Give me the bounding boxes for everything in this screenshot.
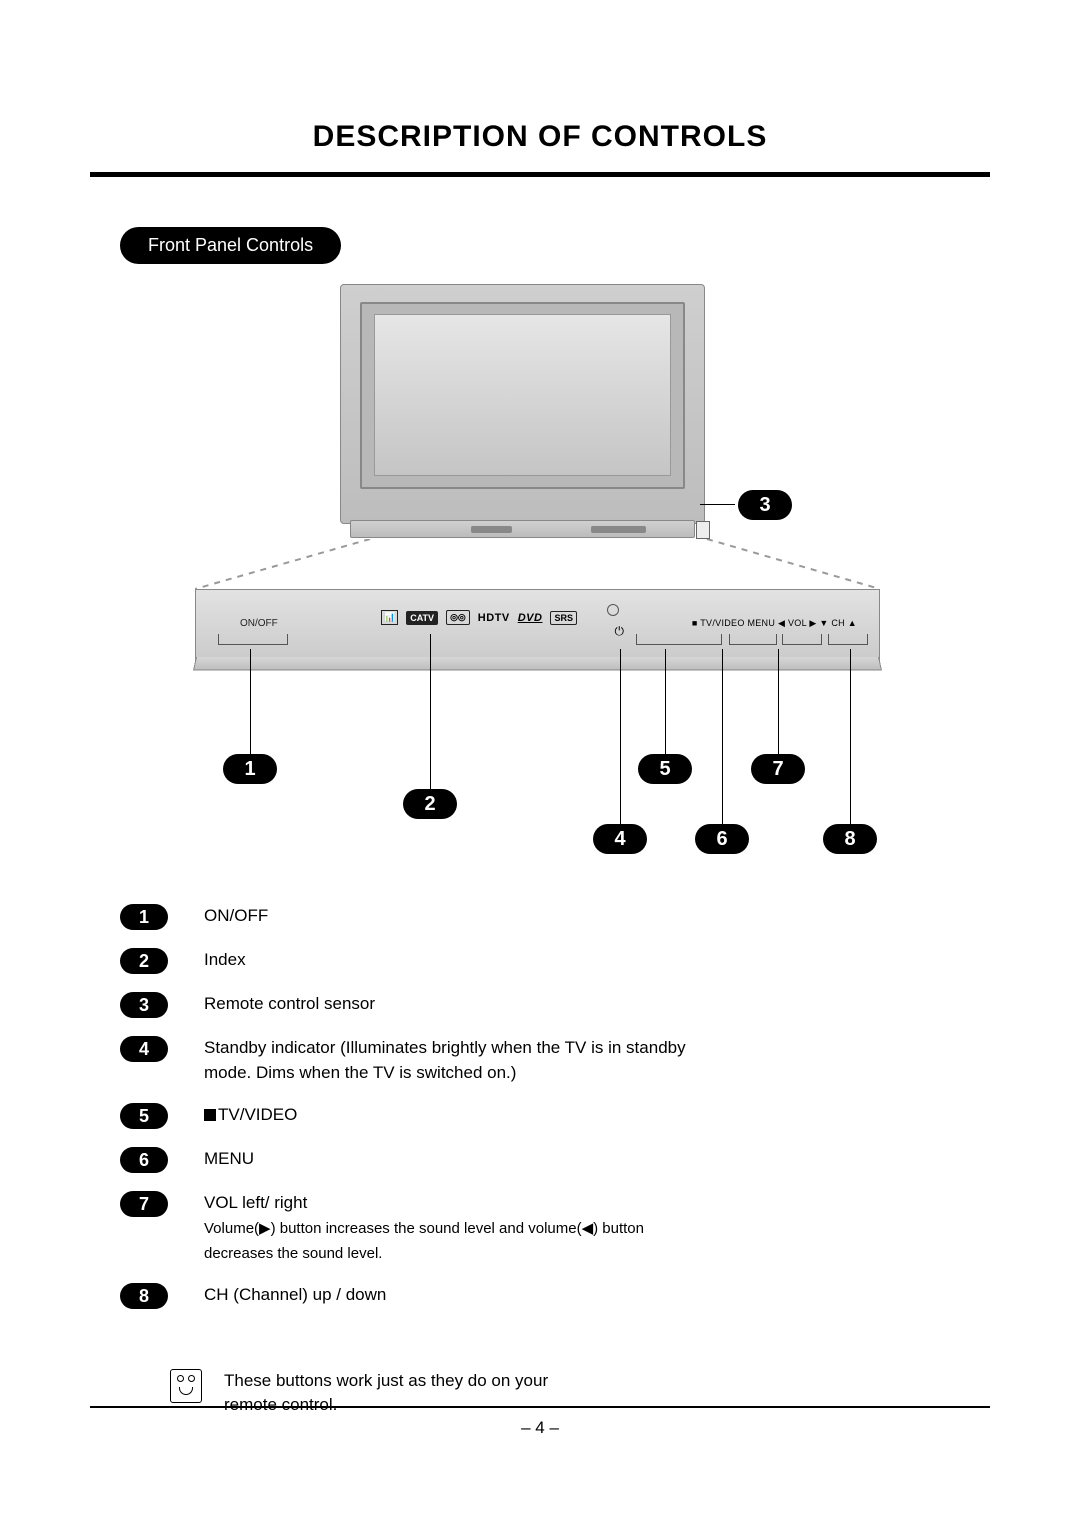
legend-text: VOL left/ right Volume(▶) button increas…	[204, 1191, 704, 1265]
legend-row: 5 TV/VIDEO	[120, 1103, 990, 1129]
tv-base	[350, 520, 695, 538]
callout-line	[665, 649, 666, 759]
logo-dvd: DVD	[518, 612, 543, 624]
legend-badge-1: 1	[120, 904, 168, 930]
diagram-area: 3 ON/OFF 📊 CATV ◎◎ HDTV DVD SRS ⏻ ■ TV/V…	[90, 284, 990, 864]
group-underline	[782, 634, 822, 645]
legend-text: Index	[204, 948, 246, 973]
standby-led	[607, 604, 619, 616]
page-number: – 4 –	[0, 1418, 1080, 1438]
remote-note-text: These buttons work just as they do on yo…	[224, 1369, 584, 1417]
logo-dolby: ◎◎	[446, 610, 470, 625]
group-underline	[729, 634, 777, 645]
logo-hdtv: HDTV	[478, 612, 510, 624]
legend-text: TV/VIDEO	[204, 1103, 297, 1128]
callout-line	[700, 504, 735, 505]
panel-logos: 📊 CATV ◎◎ HDTV DVD SRS	[381, 610, 577, 625]
chart-icon: 📊	[381, 610, 398, 625]
legend-sub: Volume(▶) button increases the sound lev…	[204, 1220, 644, 1262]
logo-srs: SRS	[550, 611, 577, 625]
legend-text: Remote control sensor	[204, 992, 375, 1017]
tv-illustration	[340, 284, 705, 524]
legend-list: 1 ON/OFF 2 Index 3 Remote control sensor…	[120, 904, 990, 1309]
callout-badge-4: 4	[593, 824, 647, 854]
callout-badge-7: 7	[751, 754, 805, 784]
legend-row: 3 Remote control sensor	[120, 992, 990, 1018]
remote-sensor-box	[696, 521, 710, 539]
legend-row: 2 Index	[120, 948, 990, 974]
legend-badge-6: 6	[120, 1147, 168, 1173]
group-underline	[636, 634, 722, 645]
panel-onoff-label: ON/OFF	[240, 618, 278, 629]
callout-badge-8: 8	[823, 824, 877, 854]
callout-badge-3: 3	[738, 490, 792, 520]
legend-badge-2: 2	[120, 948, 168, 974]
power-icon: ⏻	[615, 624, 625, 639]
callout-badge-5: 5	[638, 754, 692, 784]
callout-line	[250, 649, 251, 759]
group-underline	[218, 634, 288, 645]
callout-line	[620, 649, 621, 829]
page: DESCRIPTION OF CONTROLS Front Panel Cont…	[0, 0, 1080, 1528]
legend-row: 1 ON/OFF	[120, 904, 990, 930]
logo-catv: CATV	[406, 611, 438, 625]
tv-slot	[471, 526, 512, 533]
callout-badge-1: 1	[223, 754, 277, 784]
section-label: Front Panel Controls	[120, 227, 341, 264]
page-title: DESCRIPTION OF CONTROLS	[90, 120, 990, 154]
projection-lines	[195, 539, 880, 594]
tv-slot	[591, 526, 646, 533]
callout-badge-6: 6	[695, 824, 749, 854]
tv-screen	[374, 314, 671, 476]
group-underline	[828, 634, 868, 645]
legend-row: 6 MENU	[120, 1147, 990, 1173]
callout-line	[778, 649, 779, 759]
rule-bottom	[90, 1406, 990, 1408]
legend-badge-3: 3	[120, 992, 168, 1018]
legend-row: 8 CH (Channel) up / down	[120, 1283, 990, 1309]
legend-text: Standby indicator (Illuminates brightly …	[204, 1036, 704, 1085]
legend-text: MENU	[204, 1147, 254, 1172]
legend-row: 4 Standby indicator (Illuminates brightl…	[120, 1036, 990, 1085]
square-icon	[204, 1109, 216, 1121]
legend-badge-5: 5	[120, 1103, 168, 1129]
callout-line	[430, 634, 431, 794]
remote-note: These buttons work just as they do on yo…	[170, 1369, 990, 1417]
remote-smile-icon	[170, 1369, 202, 1403]
rule-top	[90, 172, 990, 177]
legend-badge-7: 7	[120, 1191, 168, 1217]
legend-row: 7 VOL left/ right Volume(▶) button incre…	[120, 1191, 990, 1265]
label: TV/VIDEO	[218, 1105, 297, 1124]
panel-button-labels: ■ TV/VIDEO MENU ◀ VOL ▶ ▼ CH ▲	[692, 618, 857, 629]
legend-text: ON/OFF	[204, 904, 268, 929]
callout-line	[722, 649, 723, 829]
legend-title: VOL left/ right	[204, 1193, 307, 1212]
callout-line	[850, 649, 851, 829]
callout-badge-2: 2	[403, 789, 457, 819]
legend-badge-8: 8	[120, 1283, 168, 1309]
legend-text: CH (Channel) up / down	[204, 1283, 386, 1308]
legend-badge-4: 4	[120, 1036, 168, 1062]
